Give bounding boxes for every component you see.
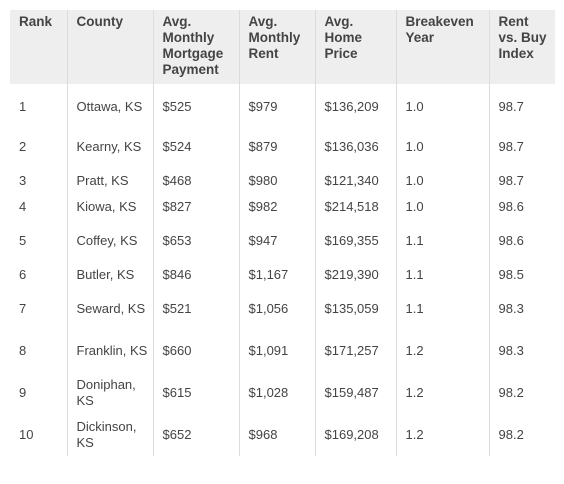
table-header: Rank County Avg. Monthly Mortgage Paymen… bbox=[10, 10, 555, 84]
breakeven-cell: 1.0 bbox=[395, 194, 489, 220]
county-cell: Coffey, KS bbox=[66, 220, 153, 262]
breakeven-cell: 1.1 bbox=[395, 262, 489, 288]
rent-cell: $1,167 bbox=[238, 262, 315, 288]
home-price-cell: $121,340 bbox=[314, 168, 396, 194]
mortgage-cell: $615 bbox=[152, 372, 239, 414]
table-row: 1 Ottawa, KS $525 $979 $136,209 1.0 98.7 bbox=[10, 84, 555, 126]
rank-cell: 9 bbox=[19, 385, 27, 400]
index-cell: 98.7 bbox=[488, 168, 555, 194]
home-price-cell: $214,518 bbox=[314, 194, 396, 220]
breakeven-cell: 1.0 bbox=[395, 84, 489, 126]
table-row: 4 Kiowa, KS $827 $982 $214,518 1.0 98.6 bbox=[10, 194, 555, 220]
mortgage-cell: $660 bbox=[152, 330, 239, 372]
rank-cell: 4 bbox=[19, 199, 27, 214]
column-header-mortgage: Avg. Monthly Mortgage Payment bbox=[152, 10, 239, 84]
index-cell: 98.2 bbox=[488, 414, 555, 456]
home-price-cell: $136,036 bbox=[314, 126, 396, 168]
rank-cell: 5 bbox=[19, 233, 27, 248]
county-cell: Ottawa, KS bbox=[66, 84, 153, 126]
rank-cell: 7 bbox=[19, 301, 27, 316]
table-row: 2 Kearny, KS $524 $879 $136,036 1.0 98.7 bbox=[10, 126, 555, 168]
index-cell: 98.2 bbox=[488, 372, 555, 414]
breakeven-cell: 1.0 bbox=[395, 126, 489, 168]
county-cell: Butler, KS bbox=[66, 262, 153, 288]
rank-cell: 2 bbox=[19, 139, 27, 154]
header-row: Rank County Avg. Monthly Mortgage Paymen… bbox=[10, 10, 555, 84]
rent-cell: $979 bbox=[238, 84, 315, 126]
rent-cell: $1,091 bbox=[238, 330, 315, 372]
mortgage-cell: $525 bbox=[152, 84, 239, 126]
county-cell: Dickinson, KS bbox=[66, 414, 153, 456]
mortgage-cell: $653 bbox=[152, 220, 239, 262]
breakeven-cell: 1.2 bbox=[395, 372, 489, 414]
rent-cell: $947 bbox=[238, 220, 315, 262]
mortgage-cell: $468 bbox=[152, 168, 239, 194]
breakeven-cell: 1.1 bbox=[395, 288, 489, 330]
rank-cell: 10 bbox=[19, 427, 34, 442]
column-header-county: County bbox=[66, 10, 153, 84]
county-cell: Doniphan, KS bbox=[66, 372, 153, 414]
table-row: 9 Doniphan, KS $615 $1,028 $159,487 1.2 … bbox=[10, 372, 555, 414]
home-price-cell: $135,059 bbox=[314, 288, 396, 330]
breakeven-cell: 1.1 bbox=[395, 220, 489, 262]
table-row: 7 Seward, KS $521 $1,056 $135,059 1.1 98… bbox=[10, 288, 555, 330]
county-ranking-table: Rank County Avg. Monthly Mortgage Paymen… bbox=[10, 10, 555, 456]
mortgage-cell: $524 bbox=[152, 126, 239, 168]
index-cell: 98.7 bbox=[488, 84, 555, 126]
rank-cell: 8 bbox=[19, 343, 27, 358]
mortgage-cell: $827 bbox=[152, 194, 239, 220]
rent-cell: $980 bbox=[238, 168, 315, 194]
column-header-breakeven: Breakeven Year bbox=[395, 10, 489, 84]
home-price-cell: $219,390 bbox=[314, 262, 396, 288]
index-cell: 98.6 bbox=[488, 220, 555, 262]
county-cell: Franklin, KS bbox=[66, 330, 153, 372]
breakeven-cell: 1.0 bbox=[395, 168, 489, 194]
column-header-rank: Rank bbox=[10, 10, 67, 84]
table-row: 5 Coffey, KS $653 $947 $169,355 1.1 98.6 bbox=[10, 220, 555, 262]
home-price-cell: $171,257 bbox=[314, 330, 396, 372]
home-price-cell: $169,355 bbox=[314, 220, 396, 262]
table-row: 10 Dickinson, KS $652 $968 $169,208 1.2 … bbox=[10, 414, 555, 456]
rank-cell: 6 bbox=[19, 267, 27, 282]
mortgage-cell: $521 bbox=[152, 288, 239, 330]
index-cell: 98.5 bbox=[488, 262, 555, 288]
rent-cell: $968 bbox=[238, 414, 315, 456]
mortgage-cell: $846 bbox=[152, 262, 239, 288]
breakeven-cell: 1.2 bbox=[395, 414, 489, 456]
table-row: 3 Pratt, KS $468 $980 $121,340 1.0 98.7 bbox=[10, 168, 555, 194]
county-cell: Kiowa, KS bbox=[66, 194, 153, 220]
table-row: 8 Franklin, KS $660 $1,091 $171,257 1.2 … bbox=[10, 330, 555, 372]
index-cell: 98.3 bbox=[488, 288, 555, 330]
home-price-cell: $159,487 bbox=[314, 372, 396, 414]
index-cell: 98.7 bbox=[488, 126, 555, 168]
column-header-rent: Avg. Monthly Rent bbox=[238, 10, 315, 84]
table-body: 1 Ottawa, KS $525 $979 $136,209 1.0 98.7… bbox=[10, 84, 555, 456]
column-header-index: Rent vs. Buy Index bbox=[488, 10, 555, 84]
rent-cell: $1,056 bbox=[238, 288, 315, 330]
table-row: 6 Butler, KS $846 $1,167 $219,390 1.1 98… bbox=[10, 262, 555, 288]
rank-cell: 1 bbox=[19, 99, 27, 114]
rent-cell: $1,028 bbox=[238, 372, 315, 414]
index-cell: 98.6 bbox=[488, 194, 555, 220]
county-cell: Seward, KS bbox=[66, 288, 153, 330]
home-price-cell: $136,209 bbox=[314, 84, 396, 126]
mortgage-cell: $652 bbox=[152, 414, 239, 456]
county-cell: Pratt, KS bbox=[66, 168, 153, 194]
rank-cell: 3 bbox=[19, 173, 27, 188]
home-price-cell: $169,208 bbox=[314, 414, 396, 456]
index-cell: 98.3 bbox=[488, 330, 555, 372]
rent-cell: $879 bbox=[238, 126, 315, 168]
breakeven-cell: 1.2 bbox=[395, 330, 489, 372]
county-cell: Kearny, KS bbox=[66, 126, 153, 168]
column-header-home-price: Avg. Home Price bbox=[314, 10, 396, 84]
rent-cell: $982 bbox=[238, 194, 315, 220]
